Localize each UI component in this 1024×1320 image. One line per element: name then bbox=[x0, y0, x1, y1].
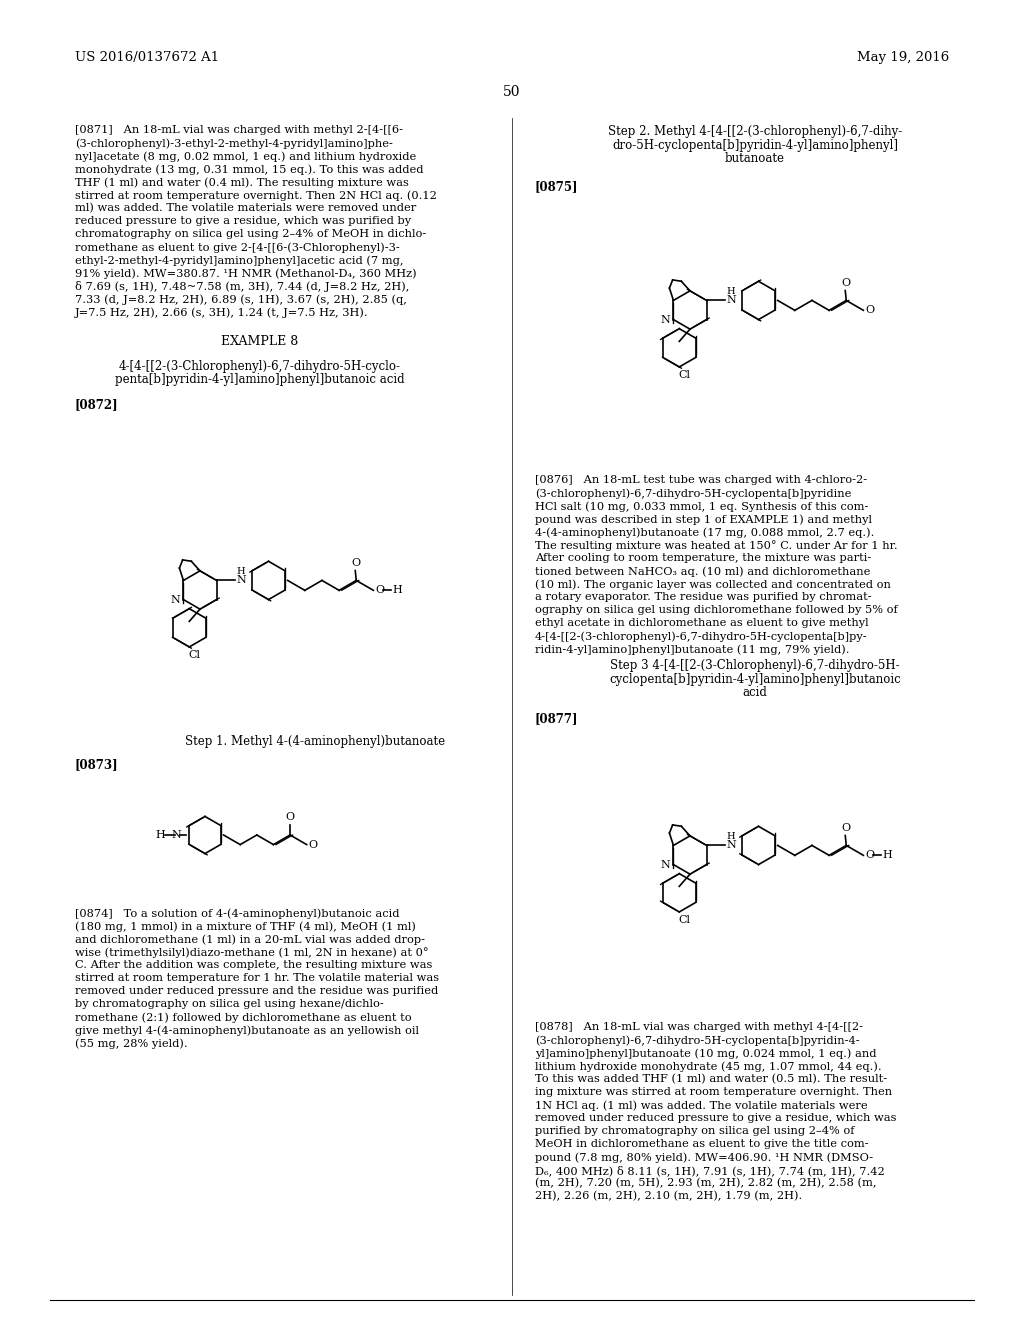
Text: 2H), 2.26 (m, 2H), 2.10 (m, 2H), 1.79 (m, 2H).: 2H), 2.26 (m, 2H), 2.10 (m, 2H), 1.79 (m… bbox=[535, 1191, 802, 1201]
Text: ography on silica gel using dichloromethane followed by 5% of: ography on silica gel using dichlorometh… bbox=[535, 605, 898, 615]
Text: ridin-4-yl]amino]phenyl]butanoate (11 mg, 79% yield).: ridin-4-yl]amino]phenyl]butanoate (11 mg… bbox=[535, 644, 850, 655]
Text: (55 mg, 28% yield).: (55 mg, 28% yield). bbox=[75, 1038, 187, 1048]
Text: H: H bbox=[237, 568, 246, 577]
Text: dro-5H-cyclopenta[b]pyridin-4-yl]amino]phenyl]: dro-5H-cyclopenta[b]pyridin-4-yl]amino]p… bbox=[612, 139, 898, 152]
Text: penta[b]pyridin-4-yl]amino]phenyl]butanoic acid: penta[b]pyridin-4-yl]amino]phenyl]butano… bbox=[115, 374, 404, 387]
Text: purified by chromatography on silica gel using 2–4% of: purified by chromatography on silica gel… bbox=[535, 1126, 854, 1137]
Text: monohydrate (13 mg, 0.31 mmol, 15 eq.). To this was added: monohydrate (13 mg, 0.31 mmol, 15 eq.). … bbox=[75, 164, 424, 174]
Text: yl]amino]phenyl]butanoate (10 mg, 0.024 mmol, 1 eq.) and: yl]amino]phenyl]butanoate (10 mg, 0.024 … bbox=[535, 1048, 877, 1059]
Text: Cl: Cl bbox=[188, 649, 201, 660]
Text: O: O bbox=[376, 585, 385, 595]
Text: H: H bbox=[727, 833, 735, 841]
Text: ethyl acetate in dichloromethane as eluent to give methyl: ethyl acetate in dichloromethane as elue… bbox=[535, 618, 868, 628]
Text: give methyl 4-(4-aminophenyl)butanoate as an yellowish oil: give methyl 4-(4-aminophenyl)butanoate a… bbox=[75, 1026, 419, 1036]
Text: [0875]: [0875] bbox=[535, 180, 579, 193]
Text: N: N bbox=[727, 296, 736, 305]
Text: O: O bbox=[865, 305, 874, 315]
Text: H: H bbox=[156, 830, 165, 840]
Text: To this was added THF (1 ml) and water (0.5 ml). The result-: To this was added THF (1 ml) and water (… bbox=[535, 1074, 887, 1084]
Text: 7.33 (d, J=8.2 Hz, 2H), 6.89 (s, 1H), 3.67 (s, 2H), 2.85 (q,: 7.33 (d, J=8.2 Hz, 2H), 6.89 (s, 1H), 3.… bbox=[75, 294, 407, 305]
Text: THF (1 ml) and water (0.4 ml). The resulting mixture was: THF (1 ml) and water (0.4 ml). The resul… bbox=[75, 177, 409, 187]
Text: N: N bbox=[171, 594, 180, 605]
Text: removed under reduced pressure to give a residue, which was: removed under reduced pressure to give a… bbox=[535, 1113, 896, 1123]
Text: O: O bbox=[308, 840, 317, 850]
Text: 4-(4-aminophenyl)butanoate (17 mg, 0.088 mmol, 2.7 eq.).: 4-(4-aminophenyl)butanoate (17 mg, 0.088… bbox=[535, 527, 874, 537]
Text: stirred at room temperature for 1 hr. The volatile material was: stirred at room temperature for 1 hr. Th… bbox=[75, 973, 439, 983]
Text: 50: 50 bbox=[503, 84, 521, 99]
Text: 1N HCl aq. (1 ml) was added. The volatile materials were: 1N HCl aq. (1 ml) was added. The volatil… bbox=[535, 1100, 867, 1110]
Text: US 2016/0137672 A1: US 2016/0137672 A1 bbox=[75, 51, 219, 65]
Text: wise (trimethylsilyl)diazo-methane (1 ml, 2N in hexane) at 0°: wise (trimethylsilyl)diazo-methane (1 ml… bbox=[75, 946, 429, 958]
Text: H: H bbox=[883, 850, 892, 861]
Text: a rotary evaporator. The residue was purified by chromat-: a rotary evaporator. The residue was pur… bbox=[535, 591, 871, 602]
Text: Step 2. Methyl 4-[4-[[2-(3-chlorophenyl)-6,7-dihy-: Step 2. Methyl 4-[4-[[2-(3-chlorophenyl)… bbox=[608, 125, 902, 139]
Text: HCl salt (10 mg, 0.033 mmol, 1 eq. Synthesis of this com-: HCl salt (10 mg, 0.033 mmol, 1 eq. Synth… bbox=[535, 502, 868, 512]
Text: [0874]   To a solution of 4-(4-aminophenyl)butanoic acid: [0874] To a solution of 4-(4-aminophenyl… bbox=[75, 908, 399, 919]
Text: N: N bbox=[660, 314, 671, 325]
Text: O: O bbox=[286, 812, 295, 822]
Text: cyclopenta[b]pyridin-4-yl]amino]phenyl]butanoic: cyclopenta[b]pyridin-4-yl]amino]phenyl]b… bbox=[609, 672, 901, 685]
Text: H: H bbox=[727, 288, 735, 297]
Text: [0878]   An 18-mL vial was charged with methyl 4-[4-[[2-: [0878] An 18-mL vial was charged with me… bbox=[535, 1022, 863, 1032]
Text: 4-[4-[[2-(3-Chlorophenyl)-6,7-dihydro-5H-cyclo-: 4-[4-[[2-(3-Chlorophenyl)-6,7-dihydro-5H… bbox=[119, 360, 401, 374]
Text: acid: acid bbox=[742, 686, 767, 700]
Text: lithium hydroxide monohydrate (45 mg, 1.07 mmol, 44 eq.).: lithium hydroxide monohydrate (45 mg, 1.… bbox=[535, 1061, 882, 1072]
Text: Step 1. Methyl 4-(4-aminophenyl)butanoate: Step 1. Methyl 4-(4-aminophenyl)butanoat… bbox=[185, 735, 445, 748]
Text: EXAMPLE 8: EXAMPLE 8 bbox=[221, 335, 299, 348]
Text: 91% yield). MW=380.87. ¹H NMR (Methanol-D₄, 360 MHz): 91% yield). MW=380.87. ¹H NMR (Methanol-… bbox=[75, 268, 417, 279]
Text: ing mixture was stirred at room temperature overnight. Then: ing mixture was stirred at room temperat… bbox=[535, 1086, 892, 1097]
Text: C. After the addition was complete, the resulting mixture was: C. After the addition was complete, the … bbox=[75, 960, 432, 970]
Text: N: N bbox=[727, 841, 736, 850]
Text: [0876]   An 18-mL test tube was charged with 4-chloro-2-: [0876] An 18-mL test tube was charged wi… bbox=[535, 475, 867, 484]
Text: removed under reduced pressure and the residue was purified: removed under reduced pressure and the r… bbox=[75, 986, 438, 997]
Text: ethyl-2-methyl-4-pyridyl]amino]phenyl]acetic acid (7 mg,: ethyl-2-methyl-4-pyridyl]amino]phenyl]ac… bbox=[75, 255, 403, 265]
Text: May 19, 2016: May 19, 2016 bbox=[857, 51, 949, 65]
Text: and dichloromethane (1 ml) in a 20-mL vial was added drop-: and dichloromethane (1 ml) in a 20-mL vi… bbox=[75, 935, 425, 945]
Text: J=7.5 Hz, 2H), 2.66 (s, 3H), 1.24 (t, J=7.5 Hz, 3H).: J=7.5 Hz, 2H), 2.66 (s, 3H), 1.24 (t, J=… bbox=[75, 308, 369, 318]
Text: H: H bbox=[392, 585, 402, 595]
Text: O: O bbox=[351, 557, 360, 568]
Text: stirred at room temperature overnight. Then 2N HCl aq. (0.12: stirred at room temperature overnight. T… bbox=[75, 190, 437, 201]
Text: ml) was added. The volatile materials were removed under: ml) was added. The volatile materials we… bbox=[75, 203, 416, 214]
Text: O: O bbox=[865, 850, 874, 861]
Text: chromatography on silica gel using 2–4% of MeOH in dichlo-: chromatography on silica gel using 2–4% … bbox=[75, 228, 426, 239]
Text: O: O bbox=[842, 822, 851, 833]
Text: (3-chlorophenyl)-6,7-dihydro-5H-cyclopenta[b]pyridin-4-: (3-chlorophenyl)-6,7-dihydro-5H-cyclopen… bbox=[535, 1035, 859, 1045]
Text: Cl: Cl bbox=[678, 915, 690, 925]
Text: romethane as eluent to give 2-[4-[[6-(3-Chlorophenyl)-3-: romethane as eluent to give 2-[4-[[6-(3-… bbox=[75, 242, 399, 252]
Text: δ 7.69 (s, 1H), 7.48~7.58 (m, 3H), 7.44 (d, J=8.2 Hz, 2H),: δ 7.69 (s, 1H), 7.48~7.58 (m, 3H), 7.44 … bbox=[75, 281, 410, 292]
Text: [0872]: [0872] bbox=[75, 399, 119, 411]
Text: After cooling to room temperature, the mixture was parti-: After cooling to room temperature, the m… bbox=[535, 553, 871, 564]
Text: [0871]   An 18-mL vial was charged with methyl 2-[4-[[6-: [0871] An 18-mL vial was charged with me… bbox=[75, 125, 403, 135]
Text: N: N bbox=[172, 830, 181, 840]
Text: The resulting mixture was heated at 150° C. under Ar for 1 hr.: The resulting mixture was heated at 150°… bbox=[535, 540, 898, 550]
Text: romethane (2:1) followed by dichloromethane as eluent to: romethane (2:1) followed by dichlorometh… bbox=[75, 1012, 412, 1023]
Text: 4-[4-[[2-(3-chlorophenyl)-6,7-dihydro-5H-cyclopenta[b]py-: 4-[4-[[2-(3-chlorophenyl)-6,7-dihydro-5H… bbox=[535, 631, 867, 642]
Text: N: N bbox=[660, 859, 671, 870]
Text: nyl]acetate (8 mg, 0.02 mmol, 1 eq.) and lithium hydroxide: nyl]acetate (8 mg, 0.02 mmol, 1 eq.) and… bbox=[75, 150, 416, 161]
Text: (3-chlorophenyl)-6,7-dihydro-5H-cyclopenta[b]pyridine: (3-chlorophenyl)-6,7-dihydro-5H-cyclopen… bbox=[535, 488, 851, 499]
Text: N: N bbox=[237, 576, 247, 586]
Text: D₆, 400 MHz) δ 8.11 (s, 1H), 7.91 (s, 1H), 7.74 (m, 1H), 7.42: D₆, 400 MHz) δ 8.11 (s, 1H), 7.91 (s, 1H… bbox=[535, 1166, 885, 1176]
Text: MeOH in dichloromethane as eluent to give the title com-: MeOH in dichloromethane as eluent to giv… bbox=[535, 1139, 868, 1148]
Text: (m, 2H), 7.20 (m, 5H), 2.93 (m, 2H), 2.82 (m, 2H), 2.58 (m,: (m, 2H), 7.20 (m, 5H), 2.93 (m, 2H), 2.8… bbox=[535, 1177, 877, 1188]
Text: (10 ml). The organic layer was collected and concentrated on: (10 ml). The organic layer was collected… bbox=[535, 579, 891, 590]
Text: (3-chlorophenyl)-3-ethyl-2-methyl-4-pyridyl]amino]phe-: (3-chlorophenyl)-3-ethyl-2-methyl-4-pyri… bbox=[75, 139, 393, 149]
Text: reduced pressure to give a residue, which was purified by: reduced pressure to give a residue, whic… bbox=[75, 216, 411, 226]
Text: Step 3 4-[4-[[2-(3-Chlorophenyl)-6,7-dihydro-5H-: Step 3 4-[4-[[2-(3-Chlorophenyl)-6,7-dih… bbox=[610, 659, 900, 672]
Text: by chromatography on silica gel using hexane/dichlo-: by chromatography on silica gel using he… bbox=[75, 999, 384, 1008]
Text: [0877]: [0877] bbox=[535, 711, 579, 725]
Text: butanoate: butanoate bbox=[725, 152, 785, 165]
Text: [0873]: [0873] bbox=[75, 758, 119, 771]
Text: (180 mg, 1 mmol) in a mixture of THF (4 ml), MeOH (1 ml): (180 mg, 1 mmol) in a mixture of THF (4 … bbox=[75, 921, 416, 932]
Text: tioned between NaHCO₃ aq. (10 ml) and dichloromethane: tioned between NaHCO₃ aq. (10 ml) and di… bbox=[535, 566, 870, 577]
Text: pound (7.8 mg, 80% yield). MW=406.90. ¹H NMR (DMSO-: pound (7.8 mg, 80% yield). MW=406.90. ¹H… bbox=[535, 1152, 873, 1163]
Text: Cl: Cl bbox=[678, 370, 690, 380]
Text: pound was described in step 1 of EXAMPLE 1) and methyl: pound was described in step 1 of EXAMPLE… bbox=[535, 513, 872, 524]
Text: O: O bbox=[842, 277, 851, 288]
